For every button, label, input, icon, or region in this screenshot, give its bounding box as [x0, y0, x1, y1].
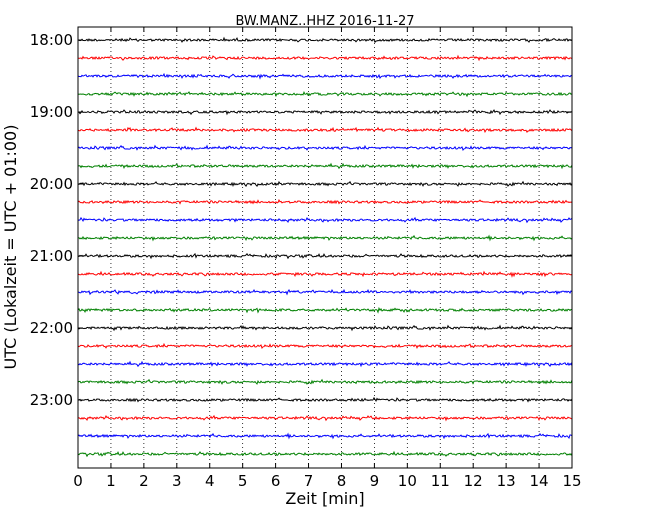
trace-line: [77, 234, 573, 242]
trace-line: [77, 360, 573, 368]
trace-line: [77, 270, 573, 278]
x-axis-ticks: 0 1 2 3 4 5 6 7 8 9 10 11 12 13 14 15: [73, 27, 582, 490]
x-tick-label: 9: [370, 472, 380, 490]
y-tick-label: 21:00: [30, 247, 73, 265]
x-tick-label: 10: [398, 472, 417, 490]
trace-group: [77, 36, 573, 458]
x-tick-label: 15: [562, 472, 581, 490]
x-tick-label: 2: [139, 472, 149, 490]
y-tick-label: 18:00: [30, 31, 73, 49]
trace-line: [77, 54, 573, 62]
y-tick-label: 23:00: [30, 391, 73, 409]
trace-line: [77, 378, 573, 385]
plot-frame: [77, 26, 573, 469]
y-tick-label: 20:00: [30, 175, 73, 193]
trace-line: [77, 432, 573, 440]
vertical-grid: [110, 27, 540, 468]
x-tick-label: 5: [238, 472, 248, 490]
x-tick-label: 12: [464, 472, 483, 490]
y-axis-label: UTC (Lokalzeit = UTC + 01:00): [1, 125, 20, 370]
trace-line: [77, 126, 573, 134]
trace-line: [77, 144, 573, 152]
x-tick-label: 13: [497, 472, 516, 490]
y-axis-ticks: 18:00 19:00 20:00 21:00 22:00 23:00: [30, 31, 572, 409]
x-tick-label: 11: [431, 472, 450, 490]
x-axis-label: Zeit [min]: [285, 489, 364, 508]
x-tick-label: 1: [106, 472, 116, 490]
trace-line: [77, 162, 573, 170]
y-tick-label: 19:00: [30, 103, 73, 121]
trace-line: [77, 198, 573, 205]
x-tick-label: 4: [205, 472, 215, 490]
x-tick-label: 6: [271, 472, 281, 490]
trace-line: [77, 180, 572, 187]
trace-line: [77, 396, 573, 403]
y-tick-label: 22:00: [30, 319, 73, 337]
x-tick-label: 0: [73, 472, 83, 490]
chart-title: BW.MANZ..HHZ 2016-11-27: [235, 14, 414, 29]
trace-line: [77, 216, 573, 224]
x-tick-label: 8: [337, 472, 347, 490]
trace-line: [77, 306, 573, 314]
x-tick-label: 14: [530, 472, 549, 490]
trace-line: [77, 324, 573, 332]
trace-line: [77, 36, 573, 44]
x-tick-label: 3: [172, 472, 182, 490]
trace-line: [77, 288, 573, 296]
trace-line: [77, 252, 573, 260]
trace-line: [77, 414, 573, 422]
trace-line: [77, 90, 573, 98]
trace-line: [77, 342, 573, 350]
x-tick-label: 7: [304, 472, 314, 490]
trace-line: [77, 72, 573, 80]
trace-line: [77, 109, 573, 116]
trace-line: [77, 450, 573, 458]
